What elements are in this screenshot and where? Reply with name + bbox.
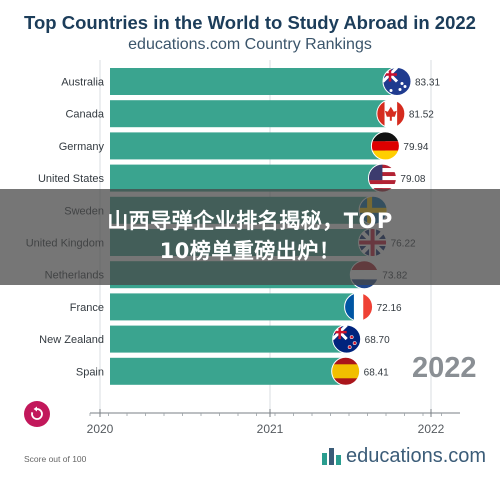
flag-ring <box>332 324 362 354</box>
category-label: Canada <box>65 109 104 121</box>
educations-logo-text: educations.com <box>346 445 487 467</box>
france-flag-icon <box>344 292 373 321</box>
category-label: Spain <box>76 366 104 378</box>
value-label: 79.94 <box>403 142 428 153</box>
bar-row-new-zealand: New Zealand 68.70 <box>39 324 390 354</box>
flag-ring <box>331 356 361 386</box>
category-label: Germany <box>59 141 105 153</box>
x-tick-label: 2020 <box>87 422 114 436</box>
chart-subtitle: educations.com Country Rankings <box>128 36 372 53</box>
bar <box>110 132 386 160</box>
headline-text: 山西导弹企业排名揭秘，TOP 10榜单重磅出炉！ <box>0 206 500 266</box>
flag-ring <box>382 67 412 96</box>
bar-row-germany: Germany 79.94 <box>59 131 429 161</box>
flag-ring <box>376 99 406 129</box>
bar-row-canada: Canada 81.52 <box>65 99 434 129</box>
value-label: 68.70 <box>365 335 390 346</box>
bar-row-united-states: United States 79.08 <box>38 163 426 193</box>
category-label: United States <box>38 173 105 185</box>
bar <box>110 100 391 128</box>
germany-flag-icon <box>371 131 400 160</box>
bar-row-australia: Australia 83.31 <box>61 67 440 96</box>
flag-ring <box>370 131 400 161</box>
bar <box>110 357 346 385</box>
current-year-label: 2022 <box>412 352 477 384</box>
headline-overlay <box>0 189 500 285</box>
flag-ring <box>344 292 374 322</box>
bar <box>110 164 383 192</box>
category-label: New Zealand <box>39 334 104 346</box>
educations-logo: educations.com <box>322 443 486 469</box>
headline-line-1: 山西导弹企业排名揭秘，TOP <box>107 209 393 233</box>
canada-flag-icon <box>376 99 405 128</box>
value-label: 83.31 <box>415 78 440 89</box>
x-tick-label: 2021 <box>257 422 284 436</box>
value-label: 72.16 <box>377 303 402 314</box>
bar <box>110 68 398 95</box>
value-label: 81.52 <box>409 110 434 121</box>
bar-row-france: France 72.16 <box>70 292 402 322</box>
replay-icon <box>31 406 43 420</box>
x-tick-label: 2022 <box>418 422 445 436</box>
chart-title: Top Countries in the World to Study Abro… <box>24 12 476 33</box>
spain-flag-icon <box>331 357 360 386</box>
bar-row-spain: Spain 68.41 <box>76 356 389 386</box>
educations-logo-mark <box>322 448 341 465</box>
headline-line-2: 10榜单重磅出炉！ <box>159 239 341 263</box>
bar <box>110 293 359 321</box>
value-label: 79.08 <box>400 174 425 185</box>
bar <box>110 325 347 353</box>
score-footnote: Score out of 100 <box>24 454 87 464</box>
replay-button[interactable] <box>24 401 50 427</box>
value-label: 68.41 <box>364 367 389 378</box>
category-label: Australia <box>61 77 105 89</box>
category-label: France <box>70 302 104 314</box>
